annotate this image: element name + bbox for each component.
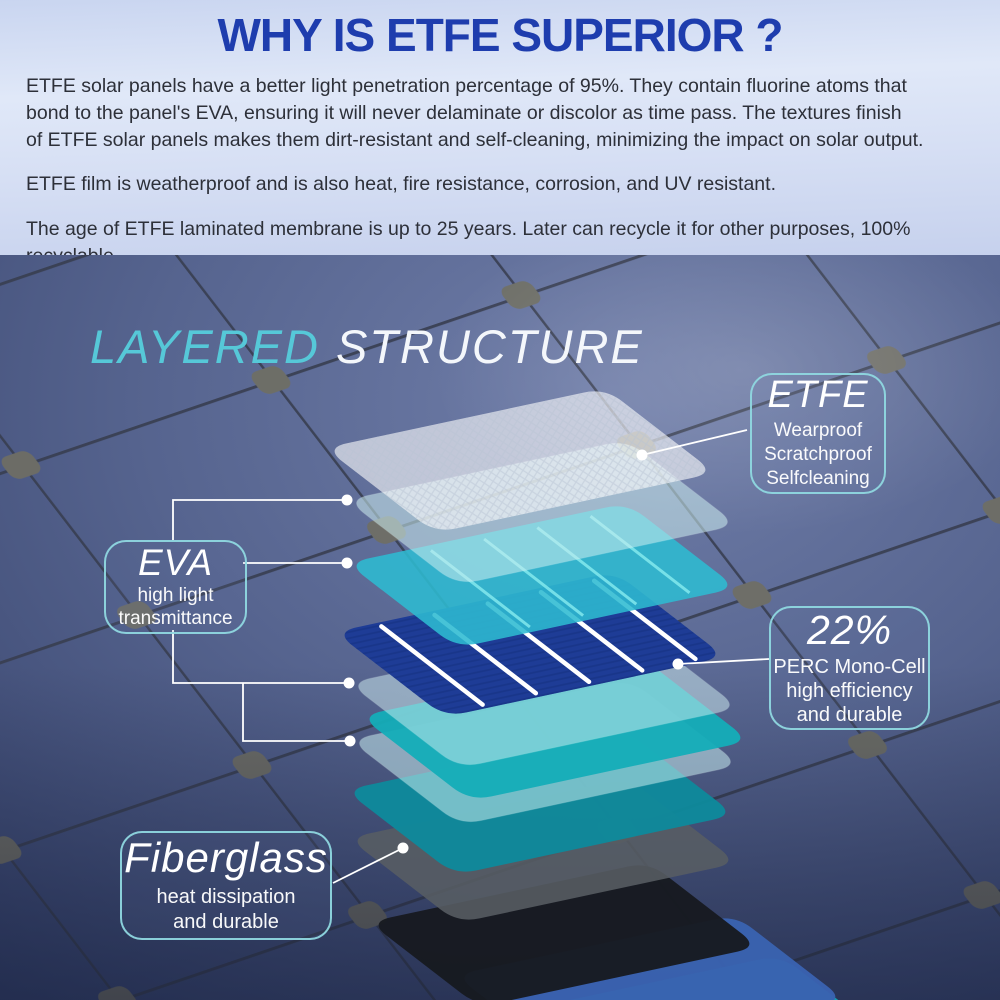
paragraph-weatherproof: ETFE film is weatherproof and is also he… bbox=[26, 173, 776, 195]
connector-cell bbox=[677, 658, 770, 665]
page-title: WHY IS ETFE SUPERIOR ? bbox=[217, 9, 784, 61]
callout-perc-cell: 22% PERC Mono-Cell high efficiency and d… bbox=[769, 606, 930, 730]
connector-fiberglass bbox=[332, 847, 404, 884]
callout-connectors bbox=[172, 429, 770, 884]
connector-dots bbox=[341, 449, 684, 854]
callout-etfe-line: Scratchproof bbox=[764, 444, 872, 466]
callout-eva-line: transmittance bbox=[118, 608, 233, 630]
layer-perc-cell bbox=[344, 575, 716, 714]
callout-perc-cell-line: and durable bbox=[796, 704, 903, 727]
layered-structure-diagram bbox=[0, 255, 1000, 1000]
connector-eva-top bbox=[172, 499, 347, 540]
callout-eva: EVA high light transmittance bbox=[104, 540, 247, 634]
diagram-heading-accent: LAYERED bbox=[90, 320, 320, 373]
layer-bright-teal bbox=[356, 506, 728, 645]
diagram-heading-rest: STRUCTURE bbox=[335, 320, 644, 373]
callout-perc-cell-line: PERC Mono-Cell bbox=[773, 656, 926, 679]
callout-perc-cell-line: high efficiency bbox=[786, 680, 913, 703]
callout-etfe: ETFE Wearproof Scratchproof Selfcleaning bbox=[750, 373, 886, 494]
callout-etfe-title: ETFE bbox=[767, 373, 869, 416]
callout-fiberglass: Fiberglass heat dissipation and durable bbox=[120, 831, 332, 940]
callout-eva-line: high light bbox=[137, 585, 214, 607]
callout-fiberglass-line: and durable bbox=[173, 910, 279, 933]
connector-etfe bbox=[641, 429, 748, 456]
glass-busbars bbox=[429, 515, 691, 629]
header-section: WHY IS ETFE SUPERIOR ? ETFE solar panels… bbox=[0, 0, 1000, 267]
layered-structure-section: LAYERED STRUCTURE ETFE Wearproof Scratchp… bbox=[0, 255, 1000, 1000]
callout-etfe-line: Wearproof bbox=[773, 420, 863, 442]
layer-stack bbox=[334, 391, 881, 1000]
callout-etfe-line: Selfcleaning bbox=[766, 468, 870, 490]
paragraph-light-penetration: ETFE solar panels have a better light pe… bbox=[26, 75, 924, 151]
diagram-heading: LAYERED STRUCTURE bbox=[90, 319, 644, 374]
cell-busbars bbox=[379, 578, 698, 707]
callout-eva-title: EVA bbox=[138, 541, 213, 583]
callout-fiberglass-line: heat dissipation bbox=[156, 885, 296, 908]
callout-perc-cell-title: 22% bbox=[806, 606, 893, 653]
callout-fiberglass-title: Fiberglass bbox=[124, 834, 328, 882]
connector-eva-bottom bbox=[172, 630, 350, 742]
